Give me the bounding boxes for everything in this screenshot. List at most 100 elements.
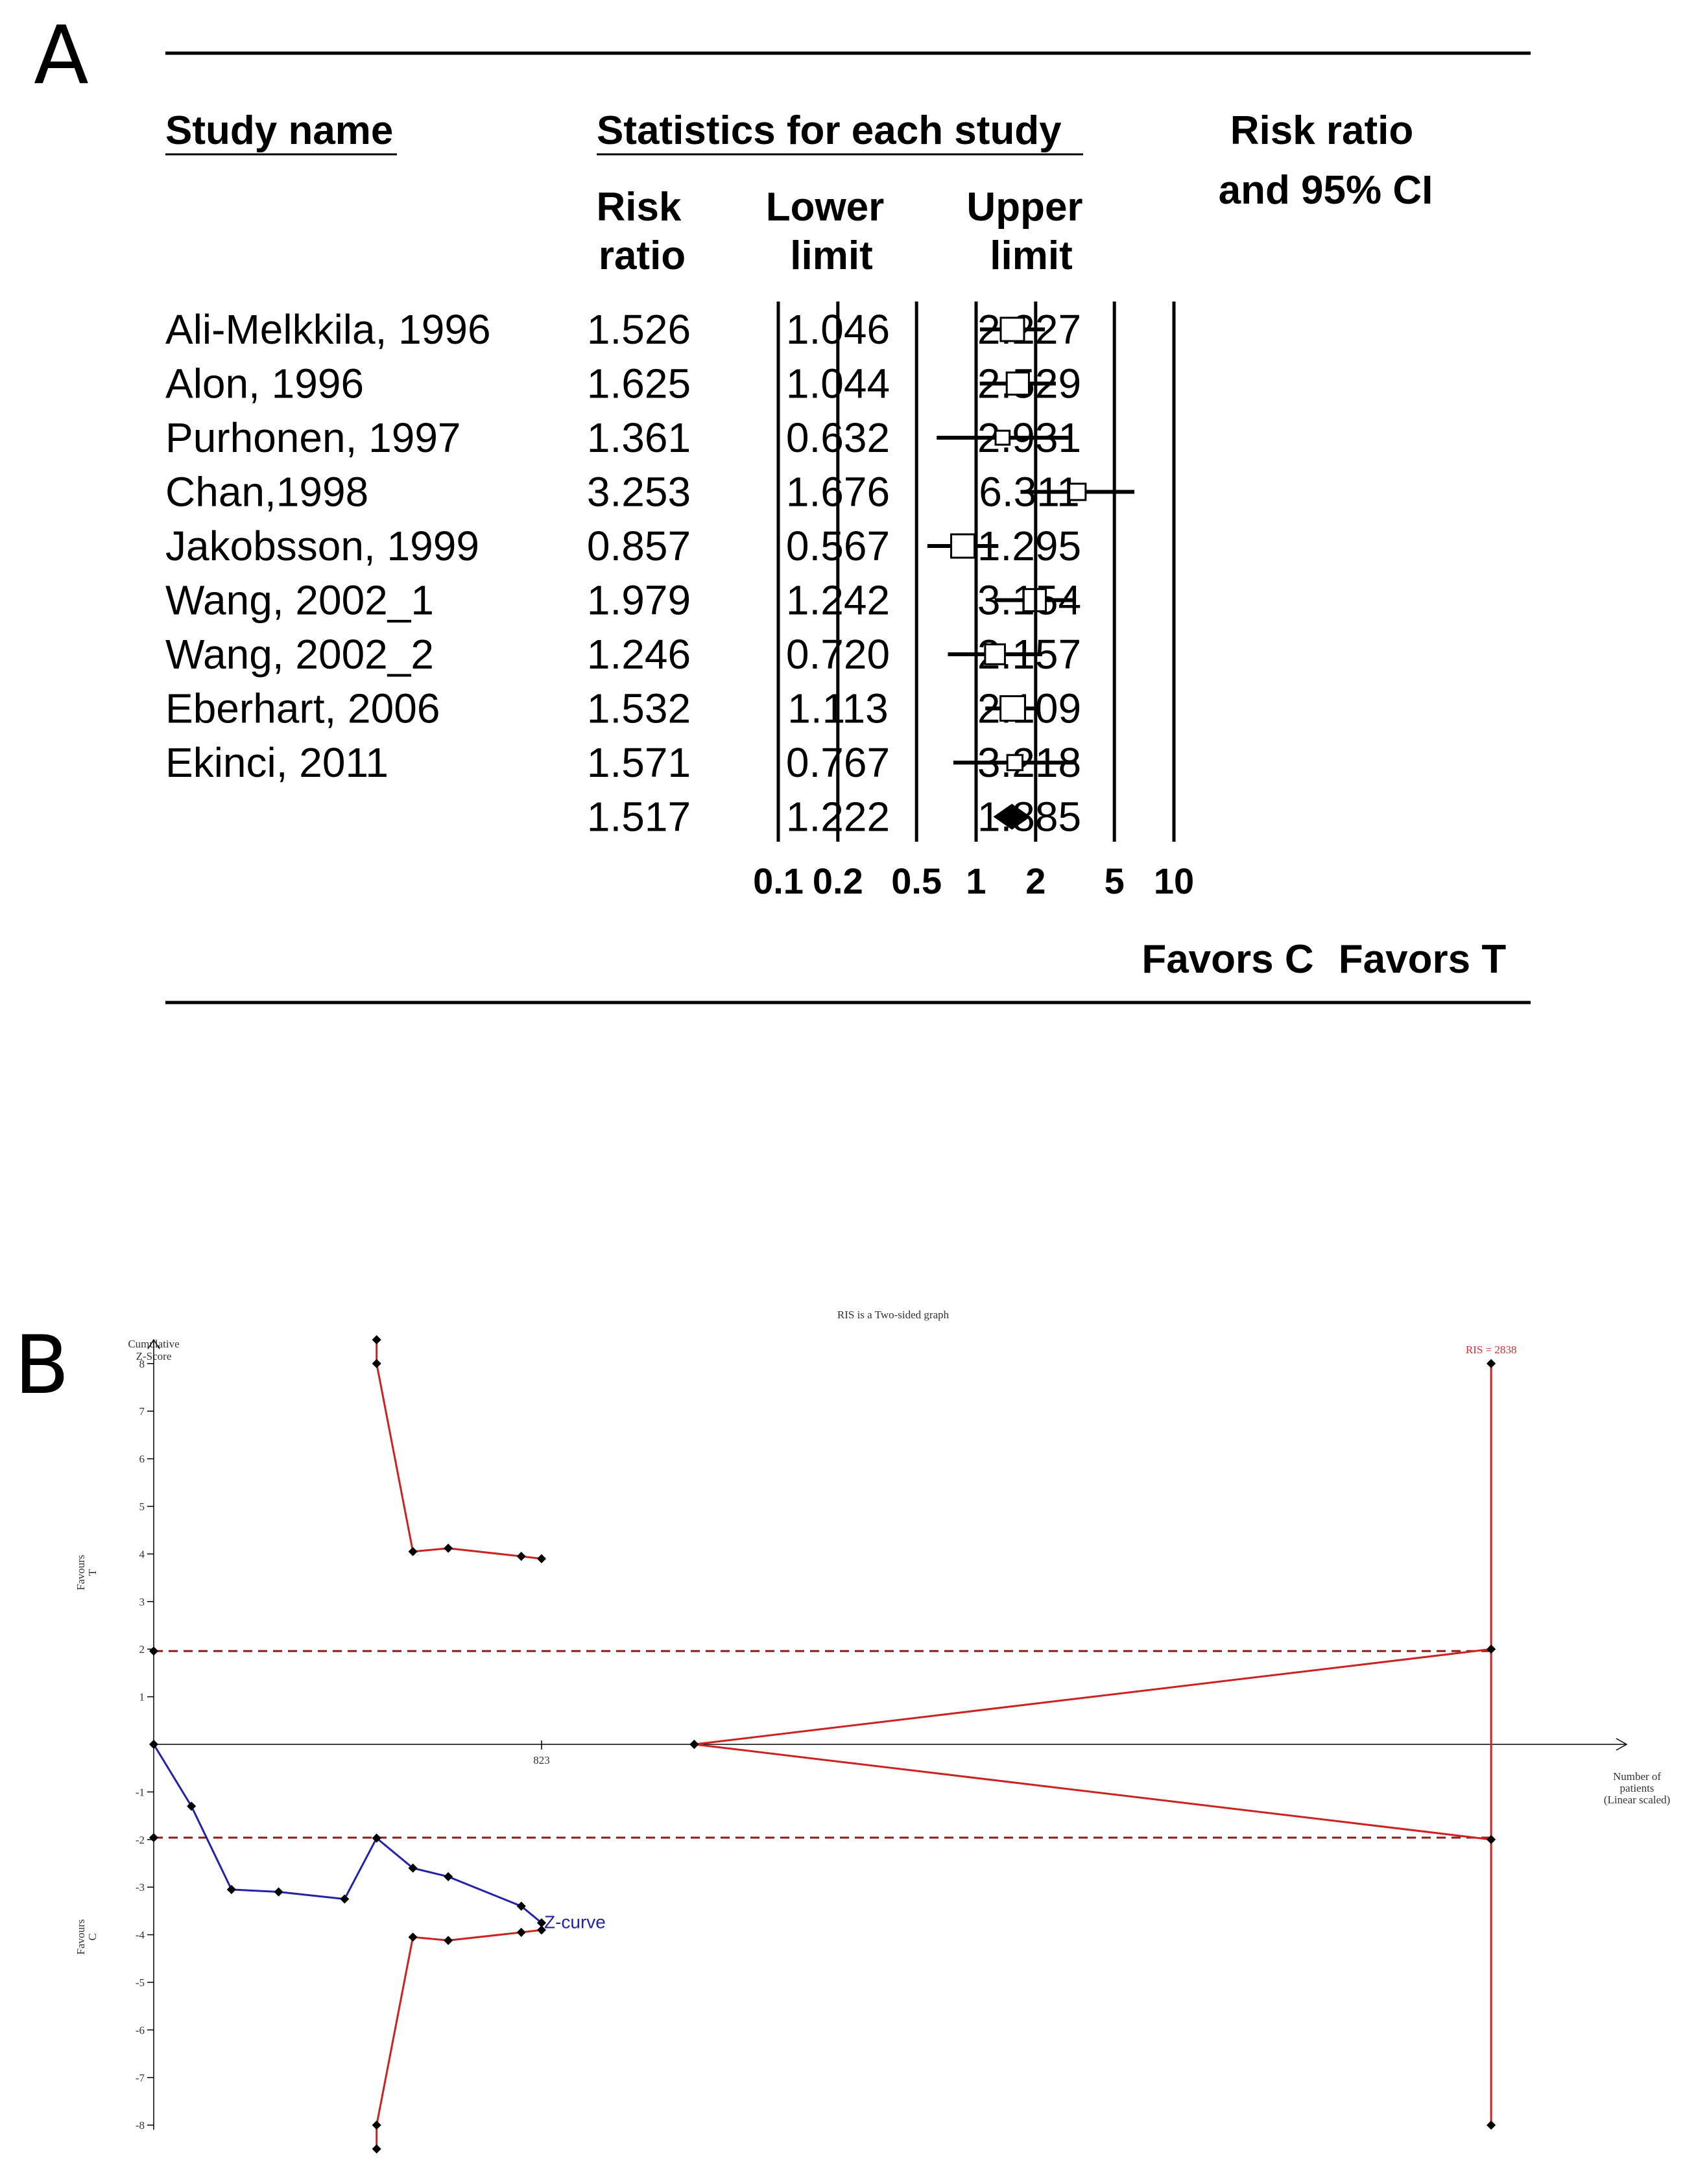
x-axis-arrow (1616, 1738, 1628, 1751)
col-header-rr-2: ratio (599, 233, 686, 278)
x-axis-label-1: Number of (1613, 1770, 1661, 1783)
ris-label: RIS = 2838 (1466, 1344, 1517, 1356)
y-axis-arrow (147, 1338, 160, 1349)
y-tick-label: -6 (136, 2024, 145, 2036)
z-curve-point (274, 1887, 283, 1897)
favours-c-line2: C (86, 1933, 99, 1940)
point-estimate-box (950, 533, 976, 559)
x-tick-label: 823 (533, 1754, 550, 1766)
favours-c-group: Favours C (75, 1919, 99, 1955)
lower-monitoring-boundary-point (516, 1927, 526, 1938)
study-name: Jakobsson, 1999 (165, 523, 479, 569)
y-tick-label: -5 (136, 1976, 145, 1989)
point-estimate-box (1006, 754, 1024, 772)
y-tick-label: -3 (136, 1881, 145, 1893)
col-header-lower-2: limit (790, 233, 872, 278)
y-tick-label: 5 (139, 1501, 145, 1513)
futility-upper-line-point (1487, 1644, 1496, 1654)
forest-tick-label: 1 (966, 861, 986, 901)
study-name: Alon, 1996 (165, 361, 364, 407)
upper-monitoring-boundary-point (372, 1335, 381, 1345)
upper-monitoring-boundary (376, 1340, 542, 1560)
y-tick-label: -4 (136, 1929, 145, 1941)
z-curve (152, 1744, 542, 1924)
study-rr: 1.571 (587, 739, 691, 786)
forest-axis: 0.1 0.2 0.5 1 2 5 10 (753, 302, 1194, 901)
lower-monitoring-boundary (376, 1929, 542, 2149)
upper-monitoring-boundary-point (536, 1554, 547, 1563)
study-rr: 1.246 (587, 631, 691, 678)
y-tick-label: 3 (139, 1596, 145, 1608)
x-axis-label-2: patients (1620, 1782, 1655, 1794)
forest-tick-label: 5 (1105, 861, 1125, 901)
study-rr: 1.526 (587, 306, 691, 353)
y-tick-label: 1 (139, 1691, 145, 1703)
y-tick-label: -8 (136, 2119, 145, 2131)
favors-t-label: Favors T (1339, 937, 1507, 982)
futility-lower-line-point (1487, 1834, 1496, 1844)
summary-rr: 1.517 (587, 794, 691, 840)
y-tick-label: -2 (136, 1834, 145, 1846)
study-rr: 1.979 (587, 577, 691, 624)
study-name: Ekinci, 2011 (165, 739, 388, 786)
y-tick-label: 6 (139, 1453, 145, 1466)
y-tick-label: 2 (139, 1643, 145, 1656)
header-study-name: Study name (165, 108, 393, 153)
panel-label-b: B (14, 1319, 69, 1412)
forest-tick-label: 10 (1154, 861, 1194, 901)
y-tick-label: 4 (139, 1548, 145, 1560)
boundary-marker (149, 1646, 159, 1656)
study-name: Eberhart, 2006 (165, 685, 440, 732)
ris-marker (1487, 2120, 1496, 2130)
favours-t-line1: Favours (75, 1555, 87, 1591)
col-header-rr-1: Risk (597, 185, 682, 230)
lower-monitoring-boundary-point (408, 1932, 418, 1942)
y-tick-label: 7 (139, 1405, 145, 1418)
lower-monitoring-boundary-point (372, 2144, 381, 2154)
y-tick-label: -7 (136, 2072, 145, 2084)
upper-monitoring-boundary-point (516, 1551, 526, 1561)
x-axis-label-3: (Linear scaled) (1604, 1794, 1670, 1806)
header-ci: and 95% CI (1219, 168, 1433, 213)
panel-label-a: A (34, 9, 89, 102)
ris-marker (1487, 1359, 1496, 1368)
point-estimate-box (1005, 371, 1030, 396)
tsa-title: RIS is a Two-sided graph (837, 1309, 950, 1321)
futility-upper-line (694, 1648, 1492, 1746)
upper-monitoring-boundary-point (444, 1543, 453, 1553)
upper-monitoring-boundary-point (372, 1359, 381, 1368)
col-header-upper-2: limit (990, 233, 1072, 278)
study-rr: 1.625 (587, 361, 691, 407)
study-name: Wang, 2002_2 (165, 631, 434, 678)
forest-tick-label: 0.1 (753, 861, 804, 901)
study-name: Wang, 2002_1 (165, 577, 434, 624)
z-curve-point (340, 1894, 350, 1904)
study-rr: 1.532 (587, 685, 691, 732)
study-rr: 1.361 (587, 414, 691, 461)
upper-monitoring-boundary-point (408, 1547, 418, 1556)
tsa-panel: B RIS is a Two-sided graph Cumulative Z-… (14, 1309, 1670, 2154)
col-header-lower-1: Lower (766, 185, 885, 230)
study-name: Purhonen, 1997 (165, 414, 461, 461)
point-estimate-box (999, 695, 1026, 722)
forest-tick-label: 0.2 (813, 861, 863, 901)
tsa-plot-area: 8 7 6 5 4 3 2 1 -1 -2 -3 -4 -5 -6 -7 -8 823 RIS = 2838 Z-c… (136, 1335, 1628, 2154)
point-estimate-box (1068, 482, 1087, 501)
favours-t-line2: T (86, 1569, 99, 1576)
z-curve-point (444, 1871, 453, 1882)
col-header-upper-1: Upper (966, 185, 1082, 230)
point-estimate-box (984, 643, 1006, 665)
z-curve-point (149, 1739, 159, 1750)
study-rr: 0.857 (587, 523, 691, 569)
study-name: Ali-Melkkila, 1996 (165, 306, 491, 353)
point-estimate-box (999, 316, 1025, 342)
study-name: Chan,1998 (165, 469, 368, 516)
futility-lower-line (694, 1743, 1492, 1841)
header-risk-ratio: Risk ratio (1230, 108, 1414, 153)
summary-diamond (993, 803, 1031, 830)
boundary-marker (149, 1833, 159, 1842)
point-estimate-box (994, 429, 1011, 446)
y-tick-label: 8 (139, 1358, 145, 1370)
forest-tick-label: 2 (1025, 861, 1046, 901)
